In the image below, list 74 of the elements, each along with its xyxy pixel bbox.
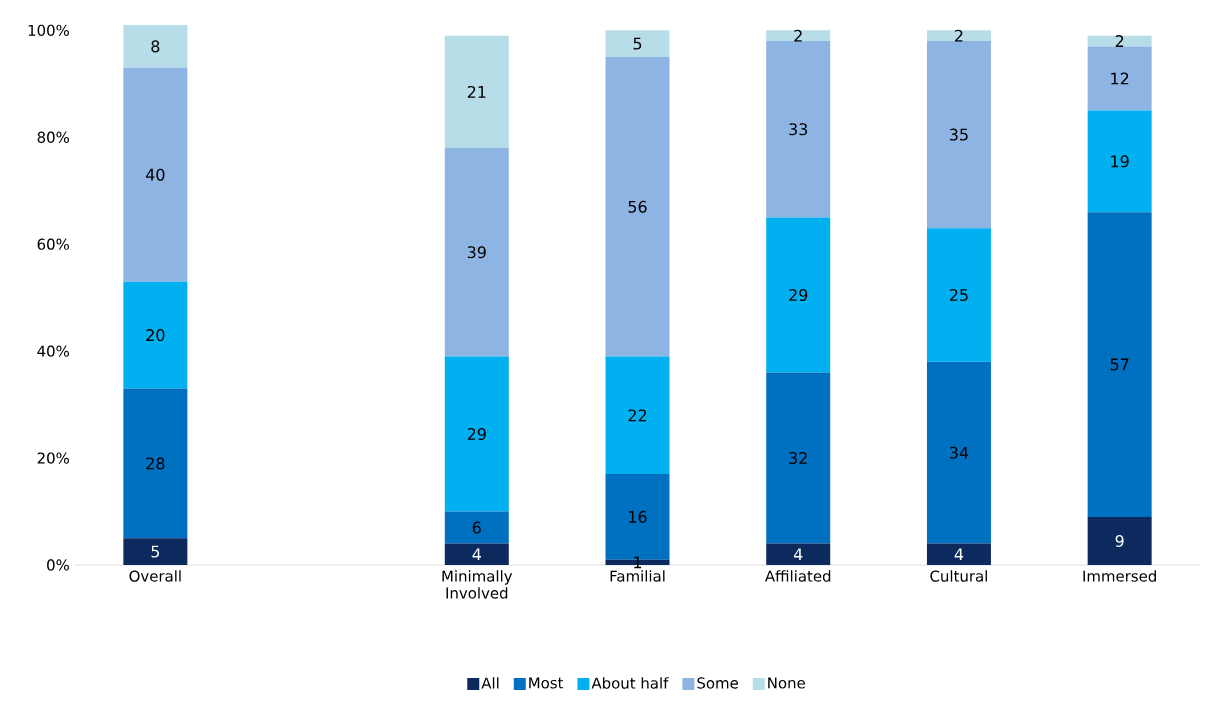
data-label: 56	[628, 200, 647, 213]
bar	[123, 24, 188, 68]
bar	[926, 228, 991, 362]
data-label: 29	[467, 427, 486, 441]
bar	[926, 41, 991, 229]
bar	[1087, 35, 1152, 47]
x-tick-label: Immersed	[1083, 570, 1156, 582]
data-label: 2	[955, 29, 963, 42]
bar	[444, 511, 509, 544]
bar	[123, 281, 188, 389]
legend-label: All	[481, 677, 499, 689]
legend-label: About half	[591, 677, 669, 689]
bar	[766, 372, 831, 544]
y-tick-label: 40%	[37, 345, 69, 357]
y-tick-label: 80%	[37, 131, 69, 143]
data-label: 19	[1111, 155, 1129, 168]
legend-label: Most	[529, 677, 564, 689]
data-label: 21	[467, 85, 486, 98]
x-tick-label: Cultural	[930, 570, 987, 582]
bar	[123, 67, 188, 282]
legend-label: None	[768, 677, 805, 689]
bar	[444, 356, 509, 512]
bar	[926, 543, 991, 565]
y-tick-label: 20%	[37, 452, 69, 464]
bar	[605, 356, 670, 475]
data-label: 34	[950, 446, 969, 459]
data-label: 40	[146, 168, 165, 181]
bar	[123, 388, 188, 539]
bar	[605, 57, 670, 357]
data-label: 39	[467, 246, 486, 259]
bar	[605, 30, 670, 58]
bar	[1087, 212, 1152, 517]
data-label: 29	[789, 288, 808, 302]
x-tick-label: Familial	[610, 570, 665, 582]
data-label: 5	[633, 37, 642, 50]
bar	[1087, 110, 1152, 213]
bar	[766, 41, 831, 218]
data-label: 32	[789, 452, 807, 465]
data-label: 5	[151, 545, 160, 558]
bar	[444, 147, 509, 357]
legend-label: Some	[697, 677, 738, 689]
x-tick-label: Minimally Involved	[442, 570, 513, 599]
data-label: 35	[950, 128, 968, 141]
data-label: 8	[151, 40, 160, 53]
bar	[766, 543, 831, 565]
y-tick-label: 0%	[47, 559, 69, 571]
data-label: 4	[954, 548, 964, 561]
data-label: 33	[789, 123, 808, 136]
data-label: 28	[146, 457, 165, 470]
bar	[926, 361, 991, 544]
bar	[766, 30, 831, 42]
data-label: 20	[146, 329, 165, 342]
x-tick-label: Affiliated	[764, 570, 831, 582]
data-label: 57	[1110, 358, 1129, 371]
bar	[444, 543, 509, 565]
bar	[444, 35, 509, 148]
data-label: 16	[629, 510, 647, 523]
y-tick-label: 100%	[28, 24, 69, 36]
bar	[123, 538, 188, 565]
y-tick-label: 60%	[37, 238, 69, 250]
data-label: 2	[1115, 35, 1124, 47]
data-label: 4	[793, 548, 803, 561]
data-label: 12	[1111, 72, 1129, 85]
data-label: 22	[628, 409, 647, 422]
data-label: 6	[472, 521, 481, 534]
data-label: 4	[472, 548, 481, 561]
bar	[766, 217, 831, 373]
data-label: 25	[949, 288, 968, 302]
data-label: 9	[1115, 534, 1124, 547]
bar	[1087, 46, 1152, 111]
bar	[926, 30, 991, 42]
bar	[1087, 516, 1152, 565]
x-tick-label: Overall	[129, 570, 181, 582]
data-label: 2	[794, 29, 802, 42]
